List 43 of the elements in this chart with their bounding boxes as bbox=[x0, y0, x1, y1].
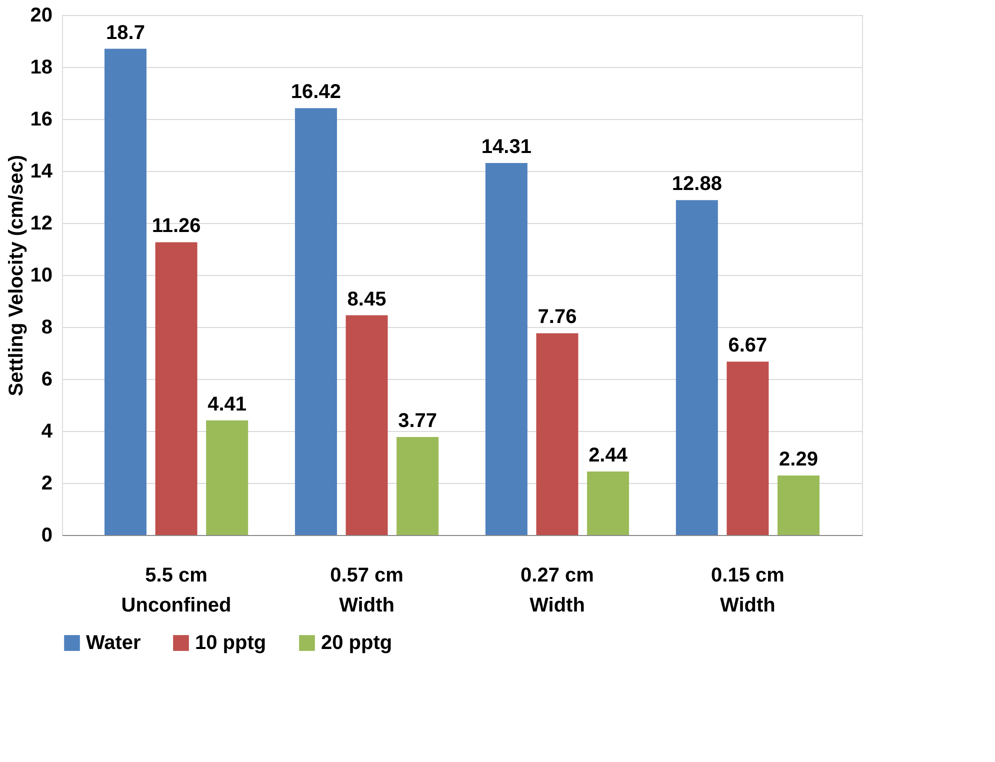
data-label: 7.76 bbox=[538, 306, 577, 328]
y-tick-label: 18 bbox=[30, 56, 52, 78]
bar bbox=[294, 108, 337, 535]
bar bbox=[778, 475, 820, 535]
legend-label: 20 pptg bbox=[321, 632, 392, 654]
data-label: 8.45 bbox=[347, 288, 386, 310]
bar bbox=[676, 200, 718, 535]
data-label: 6.67 bbox=[728, 334, 768, 357]
bar bbox=[155, 242, 198, 535]
y-tick-label: 6 bbox=[41, 368, 52, 390]
data-label: 18.7 bbox=[106, 22, 145, 44]
data-label: 2.29 bbox=[779, 448, 818, 470]
bar bbox=[485, 162, 528, 535]
data-label: 2.44 bbox=[588, 444, 628, 467]
data-label: 16.42 bbox=[290, 81, 341, 104]
data-label: 3.77 bbox=[398, 410, 438, 432]
y-tick-label: 10 bbox=[30, 264, 52, 286]
x-tick-label: 0.15 cm Width bbox=[711, 564, 784, 616]
x-tick-label: 0.27 cm Width bbox=[520, 564, 594, 616]
y-tick-label: 4 bbox=[41, 420, 54, 442]
data-label: 12.88 bbox=[672, 173, 722, 196]
legend-label: 10 pptg bbox=[195, 632, 266, 654]
bar bbox=[206, 420, 248, 535]
bar bbox=[587, 472, 630, 535]
data-label: 4.41 bbox=[208, 393, 247, 416]
y-axis-title: Settling Velocity (cm/sec) bbox=[5, 154, 28, 396]
y-tick-label: 2 bbox=[41, 472, 52, 494]
bar bbox=[104, 48, 146, 535]
x-tick-label: 0.57 cm Width bbox=[330, 564, 404, 616]
y-tick-label: 20 bbox=[30, 4, 52, 26]
data-label: 11.26 bbox=[152, 215, 201, 238]
bar bbox=[346, 315, 388, 535]
y-tick-label: 12 bbox=[30, 212, 52, 234]
y-tick-label: 0 bbox=[41, 524, 52, 546]
bar bbox=[536, 333, 578, 535]
y-tick-label: 14 bbox=[30, 160, 54, 182]
bar bbox=[396, 436, 439, 535]
y-tick-label: 16 bbox=[30, 108, 52, 130]
legend-label: Water bbox=[86, 632, 142, 654]
x-tick-label: 5.5 cm Unconfined bbox=[121, 564, 232, 616]
y-tick-label: 8 bbox=[41, 316, 52, 338]
data-label: 14.31 bbox=[481, 136, 532, 158]
bar bbox=[726, 362, 769, 535]
